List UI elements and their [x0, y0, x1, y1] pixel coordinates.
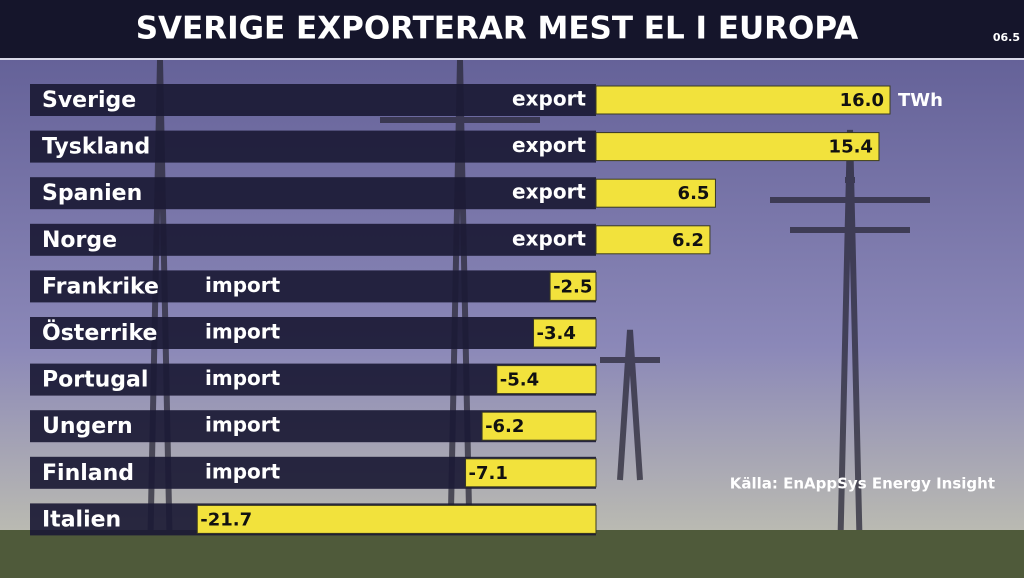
flow-label: import: [205, 320, 281, 344]
value-label: 6.2: [672, 230, 704, 251]
label-band: [30, 177, 596, 210]
ground: [0, 530, 1024, 578]
flow-label: import: [205, 459, 281, 483]
category-label: Ungern: [42, 414, 133, 439]
source: Källa: EnAppSys Energy Insight: [730, 475, 995, 493]
category-label: Finland: [42, 461, 134, 486]
flow-label: import: [205, 413, 281, 437]
bar: [595, 178, 716, 208]
pylon: [600, 329, 660, 481]
value-label: -6.2: [485, 416, 524, 437]
flow-label: import: [205, 273, 281, 297]
category-label: Österrike: [42, 320, 157, 346]
bar: [533, 318, 597, 348]
value-label: 15.4: [829, 137, 873, 158]
flow-label: export: [512, 133, 586, 157]
label-band: [30, 130, 596, 163]
value-label: 16.0: [840, 90, 884, 111]
category-label: Tyskland: [42, 135, 150, 160]
category-label: Sverige: [42, 88, 136, 113]
bar: [595, 225, 711, 255]
category-label: Frankrike: [42, 274, 159, 299]
flow-label: export: [512, 87, 586, 111]
unit-label: TWh: [898, 90, 943, 111]
flow-label: export: [512, 226, 586, 250]
bar: [595, 132, 880, 162]
label-band: [30, 317, 596, 349]
value-label: -3.4: [537, 323, 576, 344]
value-label: -21.7: [200, 509, 252, 530]
flow-label: export: [512, 180, 586, 204]
value-label: -7.1: [469, 463, 508, 484]
category-label: Italien: [42, 507, 121, 532]
category-label: Spanien: [42, 181, 142, 206]
label-band: [30, 270, 596, 303]
pylon: [770, 129, 930, 561]
bar: [465, 458, 597, 488]
label-band: [30, 223, 596, 256]
title-bar: [0, 0, 1024, 58]
value-label: -2.5: [553, 276, 592, 297]
bar: [496, 365, 597, 395]
bar: [549, 271, 597, 301]
bar: [595, 85, 891, 115]
category-label: Norge: [42, 228, 117, 253]
chart-title: SVERIGE EXPORTERAR MEST EL I EUROPA: [136, 11, 859, 47]
clock: 06.5: [993, 31, 1020, 44]
value-label: -5.4: [500, 370, 539, 391]
bar: [196, 504, 597, 534]
label-band: [30, 84, 596, 116]
value-label: 6.5: [678, 183, 710, 204]
flow-label: import: [205, 366, 281, 390]
bar: [481, 411, 597, 441]
category-label: Portugal: [42, 368, 148, 393]
